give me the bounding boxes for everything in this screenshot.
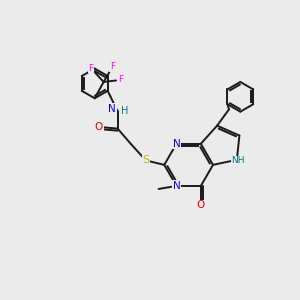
- Text: H: H: [121, 106, 129, 116]
- Text: F: F: [110, 62, 115, 71]
- Text: S: S: [142, 155, 149, 165]
- Text: O: O: [197, 200, 205, 210]
- Text: N: N: [108, 104, 116, 114]
- Text: N: N: [172, 139, 180, 149]
- Text: F: F: [118, 75, 123, 84]
- Text: NH: NH: [232, 156, 245, 165]
- Text: F: F: [88, 64, 94, 73]
- Text: N: N: [172, 181, 180, 191]
- Text: O: O: [95, 122, 103, 132]
